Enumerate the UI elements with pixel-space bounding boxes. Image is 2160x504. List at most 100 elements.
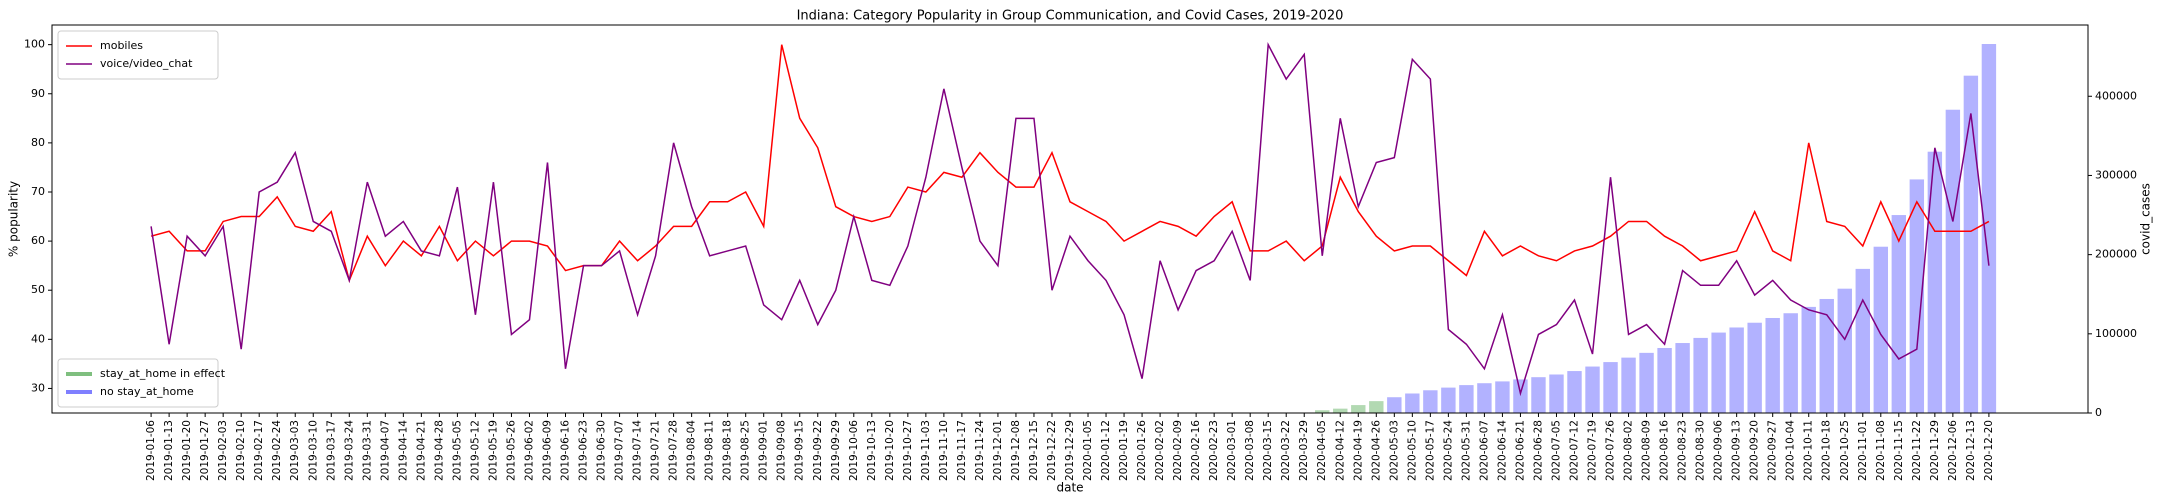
bar (1927, 151, 1943, 413)
x-tick-label: 2020-02-23 (1208, 420, 1220, 481)
x-tick-label: 2019-02-24 (271, 420, 283, 481)
x-tick-label: 2019-10-20 (884, 420, 896, 481)
x-tick-label: 2020-01-19 (1118, 420, 1130, 481)
x-tick-label: 2020-08-16 (1659, 420, 1671, 481)
y-tick-label: 40 (31, 332, 45, 345)
x-tick-label: 2019-01-13 (163, 420, 175, 481)
bar (1657, 347, 1672, 413)
x-tick-label: 2020-09-13 (1731, 420, 1743, 481)
x-tick-label: 2020-04-05 (1316, 420, 1328, 481)
x-tick-label: 2020-12-06 (1947, 420, 1959, 481)
x-tick-label: 2019-01-06 (145, 420, 157, 481)
x-tick-label: 2019-12-08 (1010, 420, 1022, 481)
y2-tick-label: 200000 (2095, 248, 2137, 261)
bar (1837, 288, 1852, 413)
x-tick-label: 2019-09-08 (776, 420, 788, 481)
x-tick-label: 2020-12-13 (1965, 420, 1977, 481)
y-tick-label: 50 (31, 283, 45, 296)
bar (1891, 215, 1907, 413)
bar (1693, 337, 1708, 413)
x-tick-label: 2019-11-17 (956, 420, 968, 481)
y2-axis-label: covid_cases (2139, 183, 2153, 255)
x-tick-label: 2019-11-03 (920, 420, 932, 481)
bar (1603, 362, 1618, 413)
x-tick-label: 2019-06-30 (596, 420, 608, 481)
line (150, 44, 1990, 283)
bar (1315, 410, 1330, 413)
x-tick-label: 2020-05-31 (1460, 420, 1472, 481)
x-tick-label: 2020-04-19 (1352, 420, 1364, 481)
x-tick-label: 2019-04-21 (415, 420, 427, 481)
x-tick-label: 2020-08-02 (1623, 420, 1635, 481)
x-axis-label: date (1056, 481, 1083, 495)
legend-label: mobiles (100, 39, 143, 52)
x-tick-label: 2020-07-26 (1605, 420, 1617, 481)
bar (1405, 393, 1420, 413)
y-axis-label: % popularity (7, 181, 21, 257)
bar (1351, 405, 1366, 413)
bar (1909, 179, 1925, 413)
x-tick-label: 2019-07-14 (632, 420, 644, 481)
bar (1567, 371, 1582, 413)
legend-box (57, 30, 219, 80)
x-tick-label: 2019-07-28 (668, 420, 680, 481)
x-tick-label: 2019-03-10 (307, 420, 319, 481)
x-tick-label: 2020-08-09 (1641, 420, 1653, 481)
y-tick-label: 90 (31, 87, 45, 100)
x-tick-label: 2020-06-14 (1496, 420, 1508, 481)
bar (1801, 306, 1816, 413)
x-tick-label: 2019-04-14 (397, 420, 409, 481)
x-tick-label: 2020-11-22 (1911, 420, 1923, 481)
x-tick-label: 2020-01-05 (1082, 420, 1094, 481)
x-tick-label: 2020-05-24 (1442, 420, 1454, 481)
bar (1855, 268, 1870, 413)
y2-tick-label: 100000 (2095, 327, 2137, 340)
x-tick-label: 2020-07-12 (1568, 420, 1580, 481)
x-tick-label: 2020-01-26 (1136, 420, 1148, 481)
bar (1513, 379, 1528, 413)
bar (1531, 377, 1546, 413)
chart-title: Indiana: Category Popularity in Group Co… (797, 9, 1344, 24)
x-tick-label: 2020-10-18 (1821, 420, 1833, 481)
bar (1729, 327, 1744, 413)
bar (1423, 390, 1438, 413)
bar (1549, 374, 1564, 413)
x-tick-label: 2020-07-05 (1550, 420, 1562, 481)
x-tick-label: 2019-05-05 (451, 420, 463, 481)
line (150, 41, 1990, 397)
x-tick-label: 2020-09-06 (1713, 420, 1725, 481)
y2-tick-label: 0 (2095, 406, 2102, 419)
y-tick-label: 80 (31, 136, 45, 149)
bar (1459, 385, 1474, 413)
bar (1495, 381, 1510, 413)
x-tick-label: 2019-05-26 (505, 420, 517, 481)
bar (1711, 332, 1726, 413)
x-tick-label: 2019-08-18 (722, 420, 734, 481)
x-tick-label: 2020-12-20 (1983, 420, 1995, 481)
x-tick-label: 2020-11-15 (1893, 420, 1905, 481)
x-tick-label: 2020-11-29 (1929, 420, 1941, 481)
x-tick-label: 2020-10-04 (1785, 420, 1797, 481)
x-tick-label: 2020-02-16 (1190, 420, 1202, 481)
bar (1747, 322, 1762, 413)
bar (1387, 397, 1402, 413)
x-tick-label: 2020-05-10 (1406, 420, 1418, 481)
x-tick-label: 2019-12-29 (1064, 420, 1076, 481)
x-tick-label: 2020-03-22 (1280, 420, 1292, 481)
x-tick-label: 2019-10-27 (902, 420, 914, 481)
x-tick-label: 2020-02-09 (1172, 420, 1184, 481)
legend-label: voice/video_chat (100, 57, 193, 70)
bar (1621, 357, 1636, 413)
x-tick-label: 2020-03-01 (1226, 420, 1238, 481)
legend-label: no stay_at_home (100, 385, 194, 398)
x-tick-label: 2020-08-30 (1695, 420, 1707, 481)
x-tick-label: 2019-11-10 (938, 420, 950, 481)
x-tick-label: 2020-08-23 (1677, 420, 1689, 481)
x-tick-label: 2020-06-07 (1478, 420, 1490, 481)
x-tick-label: 2019-09-22 (812, 420, 824, 481)
x-tick-label: 2020-06-28 (1532, 420, 1544, 481)
x-tick-label: 2020-09-20 (1749, 420, 1761, 481)
